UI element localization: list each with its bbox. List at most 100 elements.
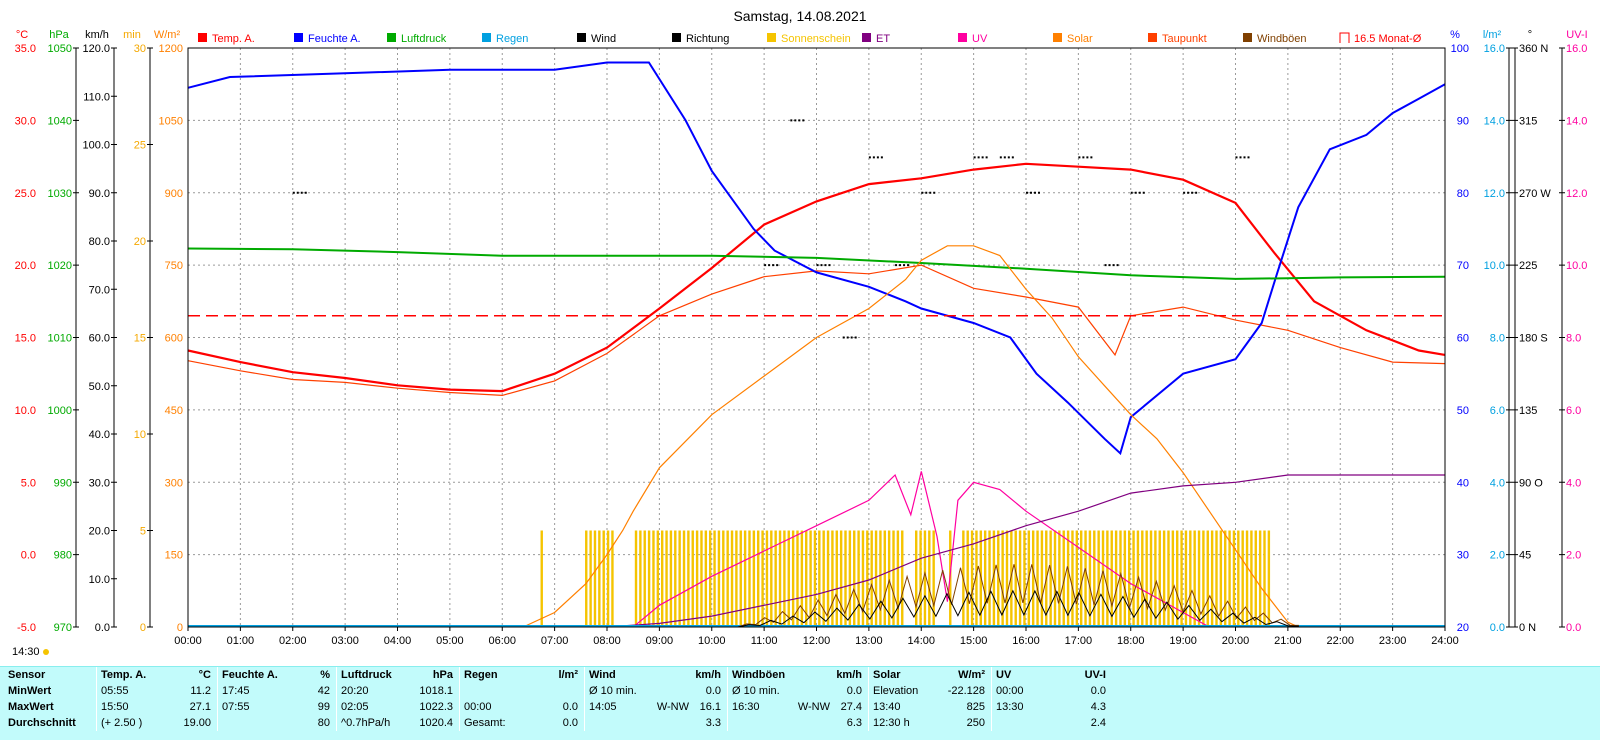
sunshine-bar (831, 530, 834, 627)
direction-dot (1138, 191, 1141, 194)
sunshine-bar (1106, 530, 1109, 627)
wind-axis-unit: km/h (85, 29, 109, 41)
direction-dot (1187, 191, 1190, 194)
cell: 1018.1 (419, 685, 453, 697)
sunshine-bar (713, 530, 716, 627)
cell: 1022.3 (419, 701, 453, 713)
direction-axis-label: 135 (1519, 405, 1537, 417)
cell: 00:00 (991, 683, 1044, 699)
sunshine-bar (647, 530, 651, 627)
solar-axis-label: 0 (177, 622, 183, 634)
cell: 17:45 (217, 683, 294, 699)
direction-dot (1007, 156, 1010, 159)
sunshine-bar (1202, 530, 1205, 627)
direction-axis-label: 315 (1519, 115, 1537, 127)
legend-swatch (294, 33, 303, 42)
header-temp-unit: °C (198, 669, 211, 681)
sunshine-bar (896, 530, 900, 627)
header-wind-spacer (645, 667, 689, 683)
x-tick-label: 02:00 (279, 635, 307, 647)
cell: 27.4 (840, 701, 862, 713)
cell: 4.3 (1090, 701, 1106, 713)
direction-dot (1108, 264, 1111, 267)
sunshine-bar (887, 530, 891, 627)
direction-dot (1034, 191, 1036, 194)
cell: 05:55 (96, 683, 165, 699)
direction-axis-label: 0 N (1519, 622, 1536, 634)
direction-dot (925, 191, 928, 194)
sunshine-bar (1193, 530, 1196, 627)
uv-axis-label: 10.0 (1566, 260, 1587, 272)
header-pressure-unit: hPa (432, 669, 453, 681)
header-uv-unit: UV-I (1084, 669, 1106, 681)
direction-axis-label: 180 S (1519, 333, 1548, 345)
sunshine-bar (1219, 530, 1223, 627)
direction-dot (1003, 156, 1006, 159)
stats-header-row: Sensor Temp. A. °C Feuchte A. % Luftdruc… (0, 667, 1112, 683)
series-line (187, 162, 1446, 393)
sunshine-bar (826, 530, 830, 627)
cell: 15:50 (96, 699, 165, 715)
sunshine-bar (765, 530, 769, 627)
direction-dot (296, 191, 299, 194)
sunshine-bar (1224, 530, 1227, 627)
direction-dot (872, 156, 875, 159)
sunshine-bar (1023, 530, 1026, 627)
cell: 2.4 (1090, 717, 1106, 729)
cell: 0.0 (562, 701, 578, 713)
direction-dot (1026, 191, 1028, 194)
sunshine-bar (1066, 530, 1070, 627)
humidity-axis-label: 70 (1457, 260, 1469, 272)
sunshine-bar (1001, 530, 1004, 627)
x-tick-label: 17:00 (1065, 635, 1093, 647)
cell (786, 715, 830, 731)
direction-dot (880, 156, 883, 159)
direction-dot (1195, 191, 1198, 194)
cell (991, 715, 1044, 731)
temp-axis-label: 35.0 (15, 43, 36, 55)
cell (645, 715, 689, 731)
x-tick-label: 12:00 (803, 635, 831, 647)
cell (217, 715, 294, 731)
legend-swatch (1148, 33, 1157, 42)
sunshine-bar (665, 530, 668, 627)
sunshine-bar (1197, 530, 1201, 627)
direction-dot (876, 156, 879, 159)
sunshine-bar (722, 530, 725, 627)
cell: 0.0 (562, 717, 578, 729)
x-tick-label: 05:00 (436, 635, 464, 647)
plot-frame (187, 47, 1446, 628)
sunshine-bar (1049, 530, 1052, 627)
cell: 0.0 (1090, 685, 1106, 697)
sunshine-bar (1075, 530, 1079, 627)
legend-label: Temp. A. (212, 33, 255, 45)
sunshine-bar (1093, 530, 1096, 627)
cell (584, 715, 645, 731)
humidity-axis-unit: % (1450, 29, 1460, 41)
series-line (606, 474, 1445, 628)
pressure-axis-label: 1030 (48, 188, 72, 200)
legend-swatch (482, 33, 491, 42)
uv-axis-unit: UV-I (1566, 29, 1587, 41)
cell: 250 (966, 717, 985, 729)
pressure-axis-unit: hPa (49, 29, 69, 41)
solar-axis-label: 300 (165, 477, 183, 489)
cell: 3.3 (705, 717, 721, 729)
header-solar-unit: W/m² (958, 669, 985, 681)
direction-dot (1082, 156, 1085, 159)
solar-axis-label: 900 (165, 188, 183, 200)
uv-axis-label: 2.0 (1566, 550, 1581, 562)
cell: W-NW (797, 701, 830, 713)
rain-axis-unit: l/m² (1483, 29, 1502, 41)
direction-dot (790, 119, 793, 122)
direction-dot (1130, 191, 1133, 194)
sunshine-bar (643, 530, 646, 627)
x-tick-label: 08:00 (593, 635, 621, 647)
legend-swatch (862, 33, 871, 42)
x-tick-label: 22:00 (1326, 635, 1354, 647)
direction-dot (304, 191, 307, 194)
direction-dot (999, 156, 1002, 159)
sunshine-bar (687, 530, 690, 627)
sun-marker-icon (42, 649, 49, 656)
cell (459, 683, 528, 699)
